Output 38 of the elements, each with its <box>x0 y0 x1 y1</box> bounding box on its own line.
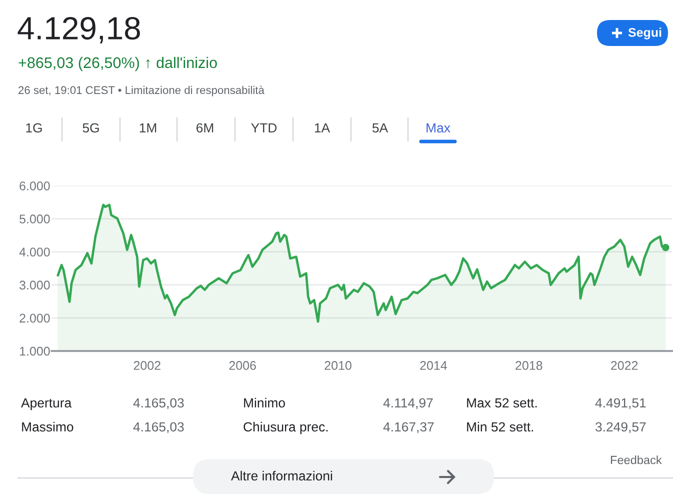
text: Minimo <box>244 398 285 408</box>
text: Feedback <box>610 455 662 464</box>
y-tick-label: 2.000 <box>20 314 50 323</box>
text: Apertura <box>21 398 72 410</box>
text: 26 set, 19:01 CEST • Limitazione di responsabilità <box>18 86 264 96</box>
text: 3.249,57 <box>596 422 646 434</box>
text: Segui <box>628 28 662 40</box>
text: 4.167,37 <box>383 422 434 434</box>
y-tick-label: 4.000 <box>19 248 50 256</box>
y-tick-label: 6.000 <box>20 182 50 190</box>
text: 1A <box>314 123 330 132</box>
text: 1G <box>26 123 42 133</box>
text: Max <box>426 123 450 133</box>
text: 6M <box>196 123 214 133</box>
text: Chiusura prec. <box>244 422 328 434</box>
x-tick-label: 2018 <box>516 361 542 370</box>
text: Massimo <box>22 422 74 432</box>
y-tick-label: 1.000 <box>20 346 50 356</box>
text: 4.165,03 <box>133 422 184 434</box>
text: 4.491,51 <box>595 398 646 410</box>
x-tick-label: 2006 <box>229 361 256 370</box>
text: 4.114,97 <box>383 398 433 410</box>
text: 5A <box>372 123 388 133</box>
chart-title: 4.129,18 <box>18 16 140 44</box>
text: 1M <box>140 123 156 132</box>
text: YTD <box>251 123 277 132</box>
text: 4.165,03 <box>133 398 184 410</box>
y-tick-label: 5.000 <box>20 214 50 224</box>
text: Max 52 sett. <box>467 398 537 408</box>
text: Altre informazioni <box>231 470 332 481</box>
x-tick-label: 2014 <box>420 361 447 370</box>
text: Min 52 sett. <box>467 422 533 432</box>
x-tick-label: 2010 <box>324 361 352 370</box>
x-tick-label: 2022 <box>611 361 638 370</box>
y-tick-label: 3.000 <box>20 280 50 290</box>
chart-subtitle: +865,03 (26,50%) ↑ dall'inizio <box>18 56 217 72</box>
text: 5G <box>82 123 99 133</box>
x-tick-label: 2002 <box>134 361 160 370</box>
